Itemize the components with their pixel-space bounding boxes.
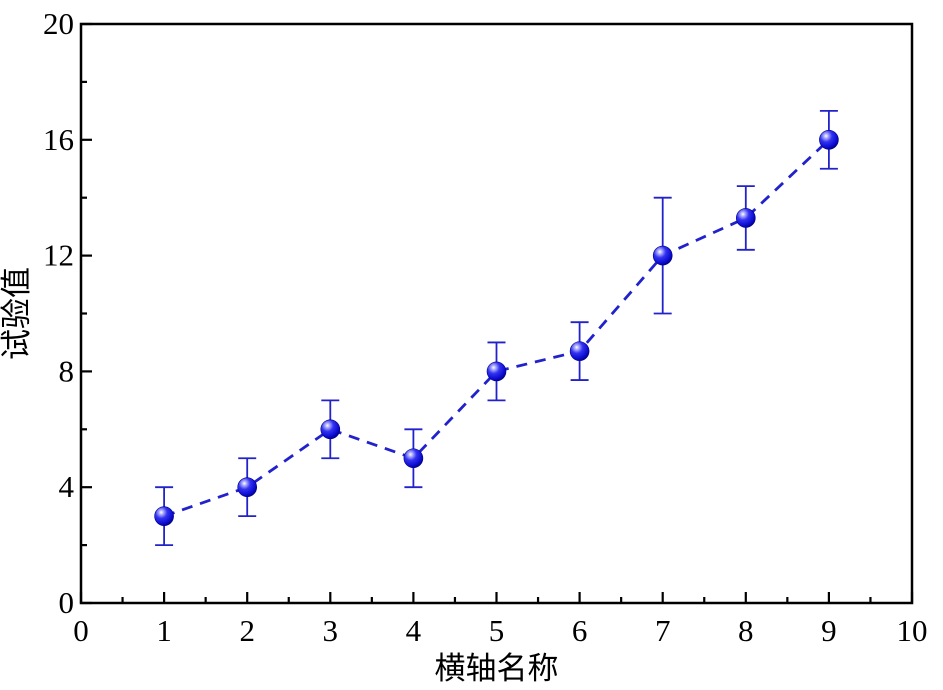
- y-tick-label: 20: [43, 6, 74, 41]
- x-tick-label: 7: [655, 613, 671, 648]
- data-point-marker: [237, 477, 257, 498]
- y-tick-label: 16: [43, 122, 74, 157]
- x-tick-label: 5: [489, 613, 505, 648]
- x-tick-label: 1: [156, 613, 172, 648]
- x-tick-label: 10: [897, 613, 928, 648]
- y-tick-label: 4: [59, 469, 75, 504]
- x-tick-label: 6: [572, 613, 588, 648]
- y-tick-label: 12: [43, 238, 74, 273]
- data-point-marker: [652, 245, 673, 266]
- y-tick-labels: 0 4 8 12 16 20: [43, 6, 75, 620]
- y-tick-label: 0: [59, 585, 75, 620]
- x-axis-title: 横轴名称: [435, 651, 559, 686]
- data-point-marker: [735, 208, 756, 228]
- data-series-line: [163, 138, 830, 518]
- data-point-marker: [569, 341, 590, 361]
- x-tick-label: 3: [323, 613, 339, 648]
- data-point-marker: [320, 419, 341, 440]
- x-tick-label: 9: [821, 613, 837, 648]
- plot-border: [79, 22, 914, 605]
- x-tick-label: 2: [239, 613, 255, 648]
- data-point-marker: [819, 130, 839, 150]
- x-tick-labels: 0 1 2 3 4 5 6 7 8 9 10: [73, 613, 927, 648]
- data-point-marker: [154, 506, 174, 526]
- x-tick-label: 4: [406, 613, 422, 648]
- y-tick-label: 8: [59, 353, 75, 388]
- x-tick-label: 8: [738, 613, 754, 648]
- data-point-marker: [403, 448, 424, 469]
- y-axis-title: 试验值: [0, 267, 34, 360]
- axis-ticks: [79, 22, 914, 605]
- data-point-markers: [154, 130, 839, 526]
- x-tick-label: 0: [73, 613, 89, 648]
- data-point-marker: [486, 361, 507, 382]
